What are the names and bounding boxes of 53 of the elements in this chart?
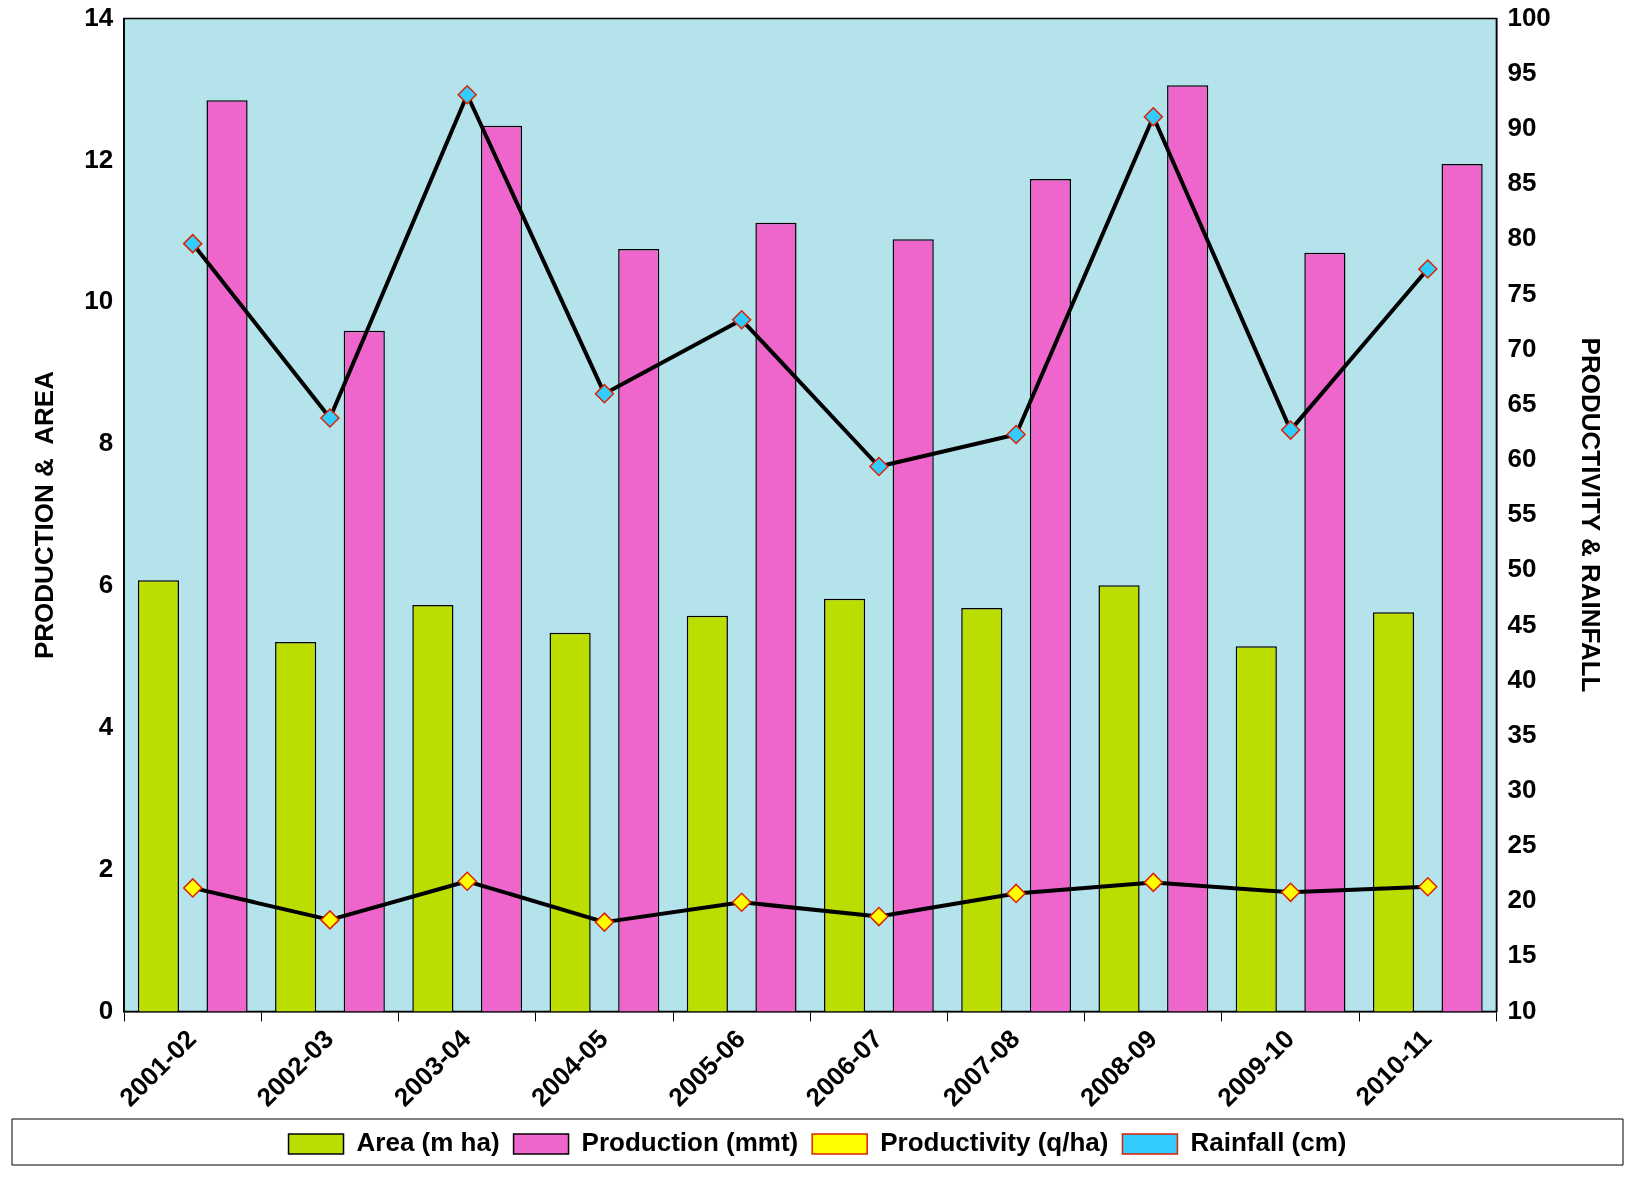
legend-label: Productivity (q/ha)	[880, 1127, 1109, 1158]
y2-tick-label: 40	[1507, 663, 1537, 694]
y-tick-label: 6	[98, 569, 114, 600]
y2-tick-label: 95	[1507, 56, 1537, 87]
point	[1418, 259, 1438, 279]
y2-tick-label: 35	[1507, 718, 1537, 749]
point	[1006, 424, 1026, 445]
y2-tick-label: 100	[1507, 1, 1551, 32]
y2-tick-label: 70	[1507, 332, 1537, 363]
legend-label: Area (m ha)	[356, 1127, 500, 1158]
point	[457, 84, 477, 105]
point	[320, 910, 340, 930]
y2-tick-label: 20	[1507, 884, 1537, 915]
point	[594, 912, 615, 932]
point	[1280, 420, 1301, 440]
y2-tick-label: 30	[1507, 774, 1537, 804]
y2-axis-title: PRODUCTIVITY & RAINFALL	[1576, 337, 1607, 693]
point	[1143, 872, 1164, 893]
y2-tick-label: 90	[1507, 112, 1537, 143]
point	[1006, 883, 1026, 904]
point	[182, 233, 203, 254]
point	[594, 383, 615, 404]
y2-tick-label: 25	[1507, 829, 1537, 860]
y2-tick-label: 75	[1507, 277, 1537, 308]
point	[1280, 882, 1301, 903]
y-tick-label: 0	[98, 994, 114, 1025]
point	[182, 878, 203, 898]
y-tick-label: 10	[84, 285, 114, 316]
point	[731, 310, 752, 330]
point	[869, 906, 889, 927]
point	[320, 408, 340, 428]
y2-tick-label: 15	[1507, 939, 1537, 970]
y-tick-label: 8	[98, 427, 114, 458]
legend-label: Rainfall (cm)	[1190, 1127, 1347, 1158]
y2-tick-label: 60	[1507, 443, 1537, 474]
point	[1418, 877, 1438, 897]
y-tick-label: 12	[84, 143, 114, 174]
y-tick-label: 2	[98, 852, 114, 883]
y-tick-label: 14	[84, 1, 114, 32]
legend-label: Production (mmt)	[581, 1127, 799, 1158]
y-tick-label: 4	[98, 710, 114, 741]
point	[869, 456, 889, 477]
y2-tick-label: 65	[1507, 387, 1537, 418]
y-axis-title: PRODUCTION & AREA	[28, 370, 59, 659]
y2-tick-label: 45	[1507, 608, 1537, 639]
point	[1143, 107, 1164, 127]
point	[731, 892, 752, 912]
y2-tick-label: 55	[1507, 498, 1537, 529]
y2-tick-label: 10	[1507, 994, 1537, 1025]
y2-tick-label: 50	[1507, 553, 1537, 584]
y2-tick-label: 85	[1507, 167, 1537, 198]
point	[457, 871, 477, 892]
y2-tick-label: 80	[1507, 222, 1537, 253]
